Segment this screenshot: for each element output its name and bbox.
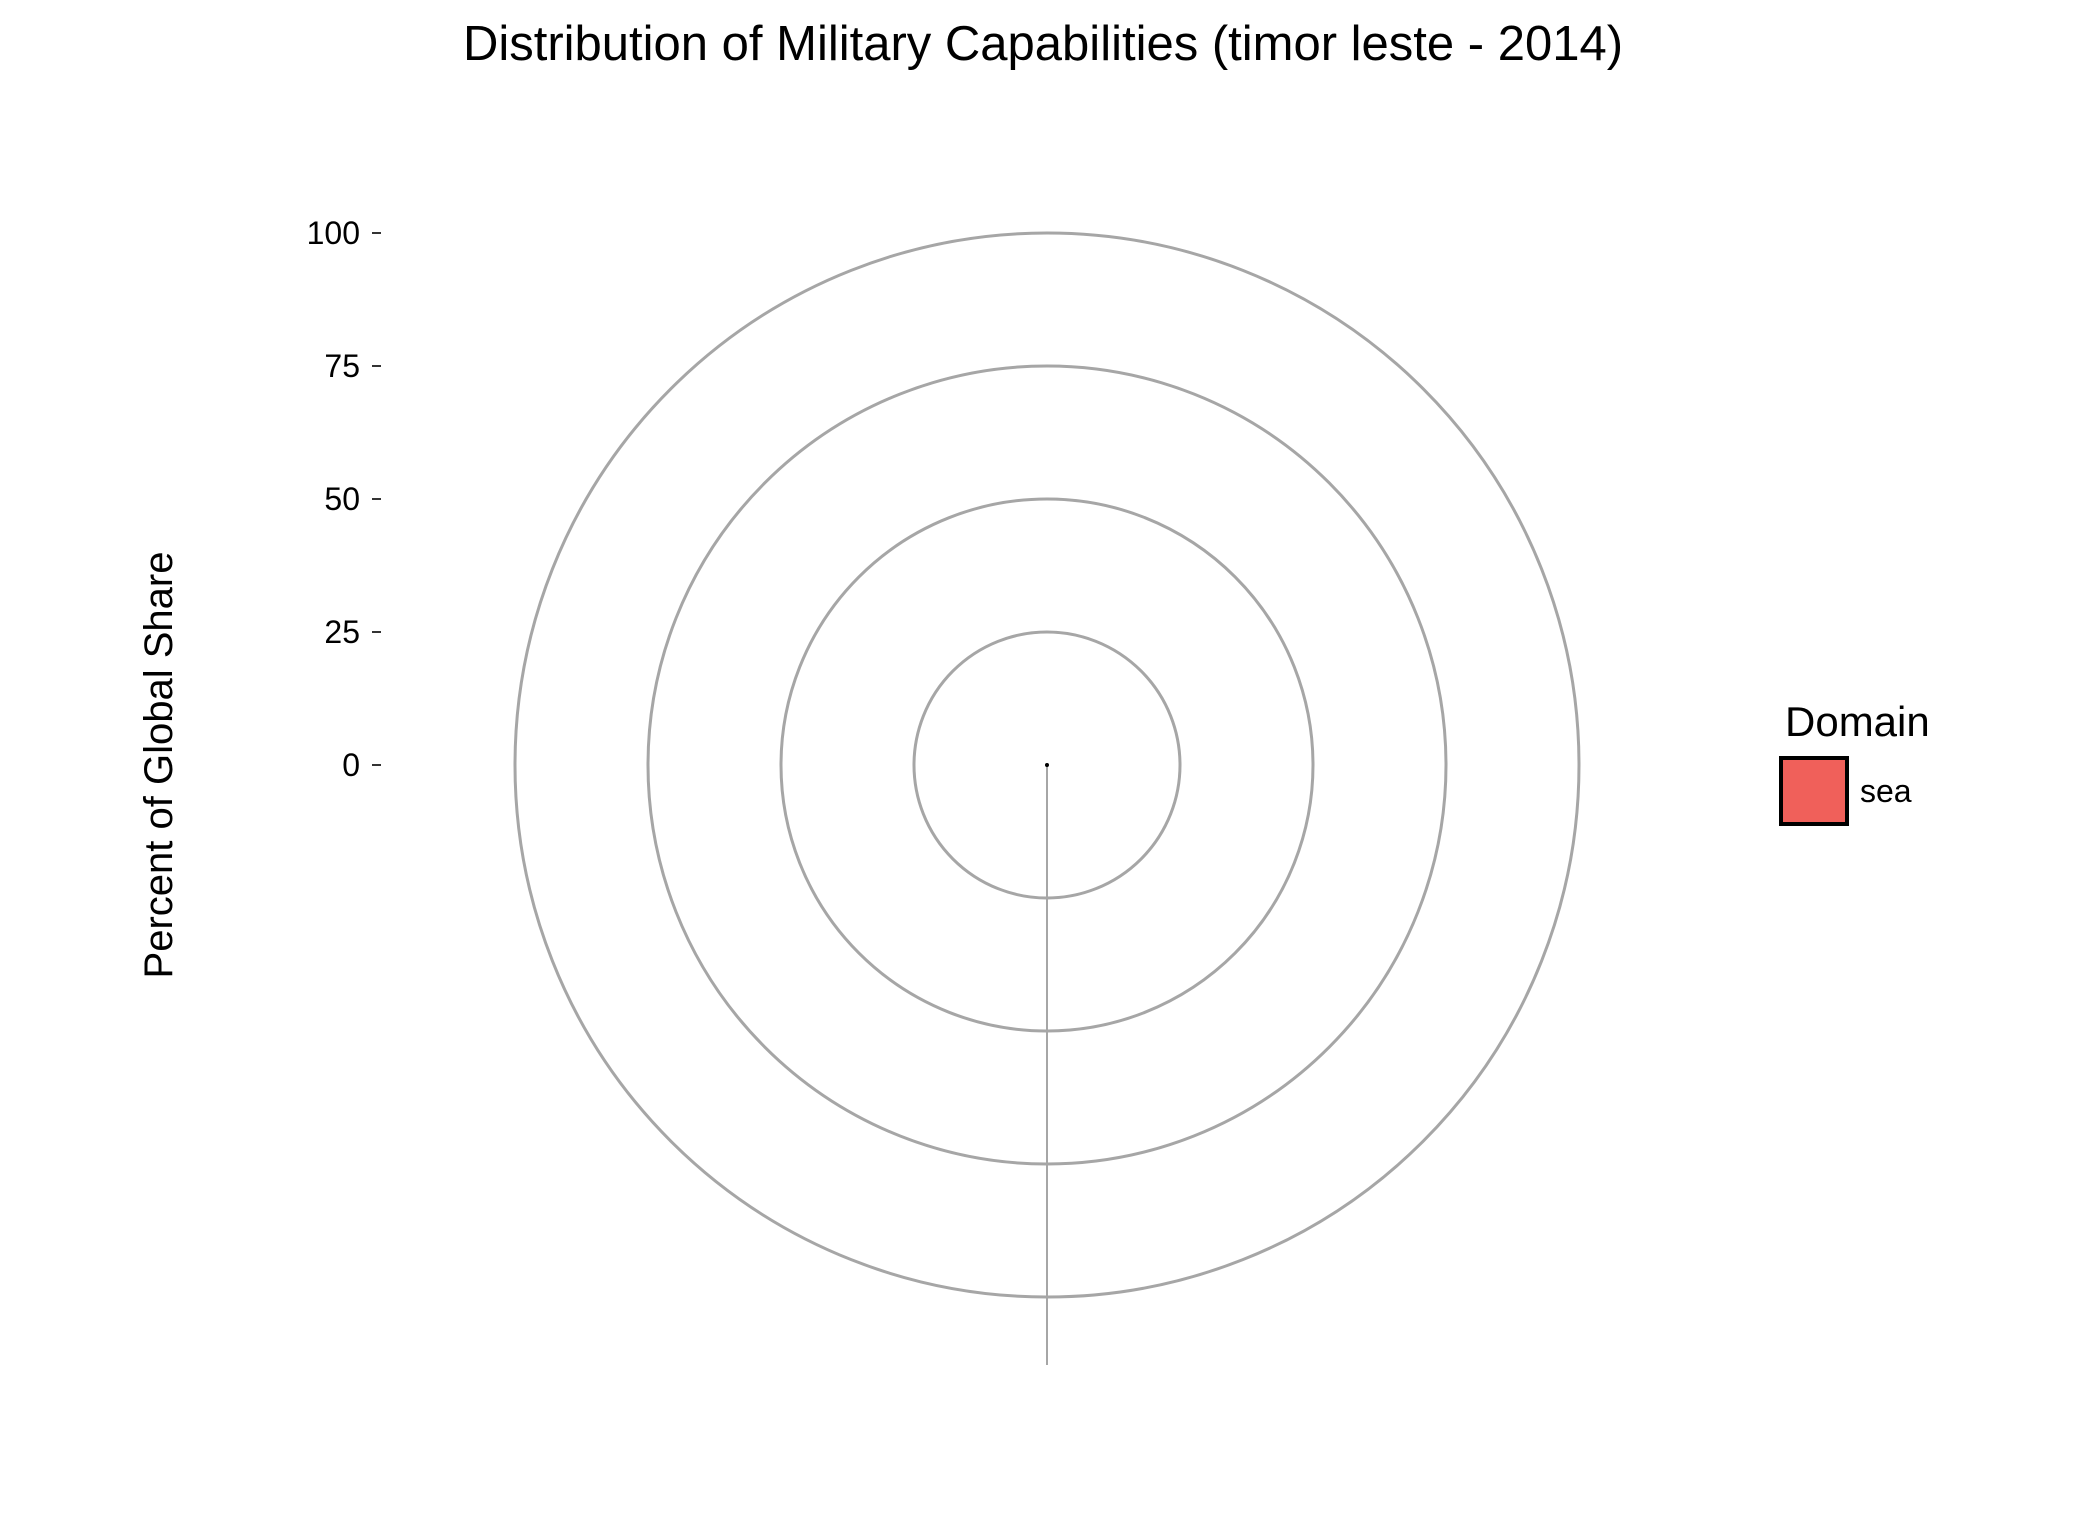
polar-grid [513,231,1581,1365]
legend-label-sea: sea [1860,773,1912,809]
radial-axis: 0 25 50 75 100 [307,215,381,783]
y-tick-label-75: 75 [324,348,360,384]
y-tick-label-0: 0 [342,747,360,783]
y-tick-label-25: 25 [324,614,360,650]
legend-swatch-sea [1779,756,1849,826]
chart-title: Distribution of Military Capabilities (t… [463,17,1623,71]
wedge-sea [1045,763,1049,767]
legend: Domain sea [1779,698,1930,826]
y-tick-label-100: 100 [307,215,360,251]
legend-entries: sea [1779,756,1912,826]
y-tick-label-50: 50 [324,481,360,517]
legend-title: Domain [1785,698,1930,745]
data-layer [1045,763,1049,767]
y-axis-title: Percent of Global Share [137,552,181,979]
